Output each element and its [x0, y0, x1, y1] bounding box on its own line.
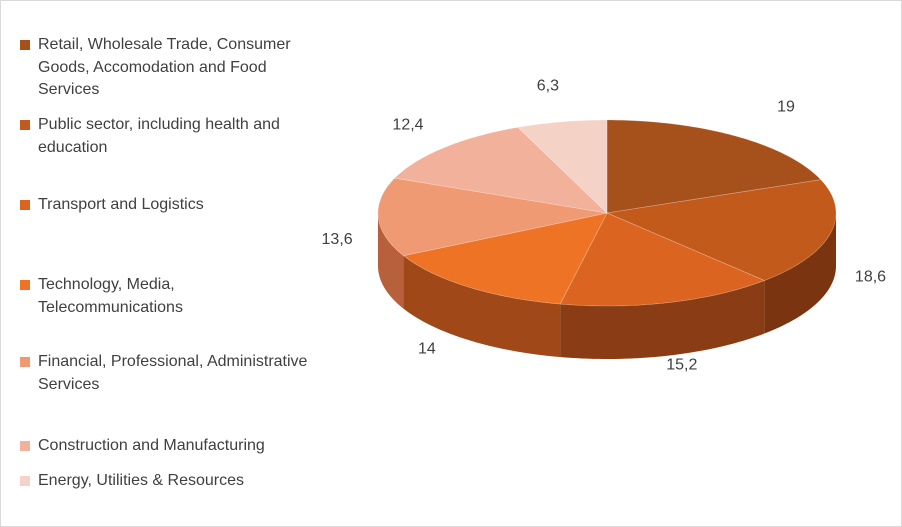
- pie-slice: [377, 177, 608, 257]
- pie-slice-side: [560, 280, 765, 359]
- legend-label: Retail, Wholesale Trade, Consumer Goods,…: [38, 36, 291, 98]
- data-label: 19: [777, 98, 795, 115]
- data-label: 6,3: [537, 78, 559, 95]
- legend-item: Energy, Utilities & Resources: [20, 470, 308, 493]
- data-label: 14: [418, 341, 436, 358]
- legend-item: Financial, Professional, Administrative …: [20, 351, 308, 396]
- data-label: 13,6: [322, 231, 353, 248]
- legend-swatch: [20, 441, 30, 451]
- legend-swatch: [20, 120, 30, 130]
- legend-label: Transport and Logistics: [38, 196, 204, 213]
- data-label: 18,6: [855, 269, 886, 286]
- legend-swatch: [20, 476, 30, 486]
- chart-legend: Retail, Wholesale Trade, Consumer Goods,…: [20, 0, 320, 527]
- pie-slice: [605, 179, 837, 281]
- legend-label: Technology, Media, Telecommunications: [38, 276, 183, 316]
- legend-item: Retail, Wholesale Trade, Consumer Goods,…: [20, 34, 308, 102]
- legend-label: Public sector, including health and educ…: [38, 116, 280, 156]
- legend-swatch: [20, 40, 30, 50]
- pie-slice-side: [403, 255, 561, 358]
- data-label: 15,2: [666, 357, 697, 374]
- legend-swatch: [20, 200, 30, 210]
- pie-slice: [606, 119, 822, 214]
- pie-slice: [559, 212, 766, 307]
- legend-item: Public sector, including health and educ…: [20, 114, 308, 159]
- legend-label: Construction and Manufacturing: [38, 437, 265, 454]
- pie-slice-side: [378, 213, 404, 309]
- legend-item: Construction and Manufacturing: [20, 435, 308, 458]
- pie-slice-side: [764, 213, 836, 334]
- data-label: 12,4: [392, 117, 423, 134]
- legend-swatch: [20, 280, 30, 290]
- pie-slice: [402, 212, 608, 305]
- pie-slice: [517, 119, 608, 214]
- legend-label: Financial, Professional, Administrative …: [38, 353, 308, 393]
- legend-label: Energy, Utilities & Resources: [38, 472, 244, 489]
- legend-item: Technology, Media, Telecommunications: [20, 274, 308, 319]
- pie-slice: [393, 126, 609, 214]
- legend-swatch: [20, 357, 30, 367]
- legend-item: Transport and Logistics: [20, 194, 308, 217]
